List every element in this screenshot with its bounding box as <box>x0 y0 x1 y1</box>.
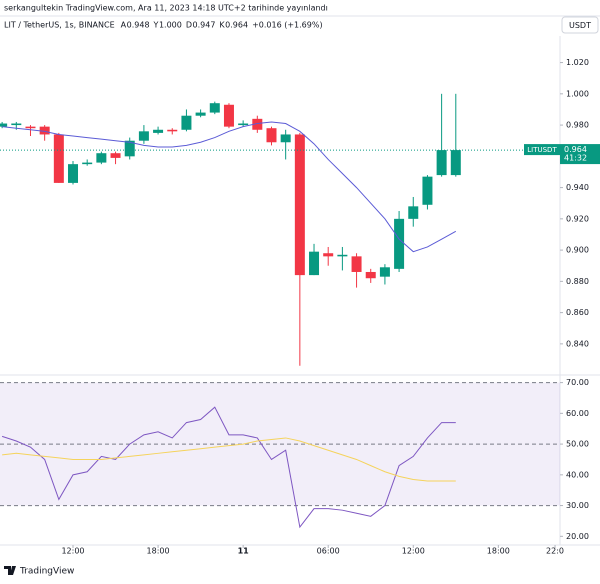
rsi-tick-label: 30.00 <box>566 501 589 510</box>
symbol-legend: LIT / TetherUS, 1s, BINANCE A 0.948 Y 1.000 D… <box>4 21 323 30</box>
rsi-tick-label: 20.00 <box>566 532 589 541</box>
candle-body <box>394 218 405 269</box>
candle-body <box>422 176 433 205</box>
legend-text: +0.016 (+1.69%) <box>252 21 323 30</box>
rsi-line <box>1 406 456 529</box>
x-tick-label: 18:00 <box>147 547 170 556</box>
y-tick-label: 0.840 <box>566 339 589 348</box>
legend-text: A <box>121 21 127 30</box>
candle-body <box>53 134 64 183</box>
axes: 1.020 1.000 0.980 0.940 0.920 0.900 0.880 0.860… <box>61 58 600 556</box>
legend-text: Y <box>153 21 159 30</box>
y-tick-label: 1.020 <box>566 58 589 67</box>
y-tick-label: 1.000 <box>566 89 589 98</box>
rsi-pane <box>0 382 560 529</box>
currency-button[interactable] <box>561 16 599 34</box>
brand-logo: TradingView <box>4 566 74 577</box>
candle-body <box>11 123 22 126</box>
candle-body <box>323 253 334 257</box>
price-tag-countdown: 41:32 <box>564 154 587 163</box>
candle-body <box>280 134 291 143</box>
candle-body <box>96 153 107 163</box>
rsi-tick-label: 50.00 <box>566 440 589 449</box>
candle-body <box>110 153 121 158</box>
symbol-tag-text: LITUSDT <box>527 146 557 154</box>
x-tick-label: 11 <box>238 547 250 556</box>
moving-average <box>2 121 457 253</box>
candle-body <box>379 267 390 277</box>
candle-body <box>82 162 93 165</box>
legend-text: D <box>186 21 192 30</box>
x-tick-label: 06:00 <box>317 547 340 556</box>
price-pane <box>0 93 560 366</box>
candle-body <box>68 164 79 183</box>
x-tick-label: 22:0 <box>546 547 564 556</box>
candle-body <box>167 129 178 132</box>
y-tick-label: 0.940 <box>566 183 589 192</box>
x-tick-label: 12:00 <box>402 547 425 556</box>
candle-body <box>309 251 320 276</box>
candle-body <box>351 256 362 272</box>
y-tick-label: 0.880 <box>566 277 589 286</box>
price-tag <box>560 144 600 165</box>
candle-body <box>153 129 164 133</box>
candle-body <box>337 254 348 257</box>
rsi-ma <box>2 437 456 482</box>
published-note: serkangultekin TradingView.com, Ara 11, … <box>4 4 328 13</box>
candle-body <box>408 206 419 219</box>
candle-body <box>436 150 447 176</box>
rsi-tick-label: 70.00 <box>566 378 589 387</box>
symbol-tag <box>524 144 560 156</box>
y-tick-label: 0.980 <box>566 121 589 130</box>
candle-body <box>195 112 206 116</box>
candle-body <box>0 123 8 127</box>
candle-body <box>181 115 192 130</box>
y-tick-label: 0.920 <box>566 214 589 223</box>
candle-body <box>124 140 135 157</box>
candle-body <box>266 128 277 143</box>
rsi-tick-label: 40.00 <box>566 470 589 479</box>
currency[interactable]: USDT <box>569 21 591 30</box>
candle-body <box>252 118 263 130</box>
candle-body <box>39 126 50 135</box>
legend-text: 1.000 <box>159 21 182 30</box>
candle-body <box>138 131 149 141</box>
candle-body <box>294 134 305 276</box>
candle-body <box>223 104 234 127</box>
legend-text: 0.947 <box>193 21 216 30</box>
brand: TradingView <box>19 567 74 577</box>
x-tick-label: 18:00 <box>487 547 510 556</box>
legend-text: 0.964 <box>225 21 248 30</box>
price-tag-value: 0.964 <box>564 145 587 154</box>
y-tick-label: 0.900 <box>566 246 589 255</box>
legend-text: 0.948 <box>127 21 150 30</box>
x-tick-label: 12:00 <box>61 547 84 556</box>
y-tick-label: 0.860 <box>566 308 589 317</box>
candle-body <box>209 103 220 113</box>
candle-body <box>25 126 36 129</box>
rsi-tick-label: 60.00 <box>566 409 589 418</box>
legend-text: K <box>219 21 225 30</box>
candle-body <box>365 271 376 279</box>
legend-text: LIT / TetherUS, 1s, BINANCE <box>4 21 115 30</box>
candle-body <box>450 150 461 176</box>
candle-body <box>238 123 249 126</box>
